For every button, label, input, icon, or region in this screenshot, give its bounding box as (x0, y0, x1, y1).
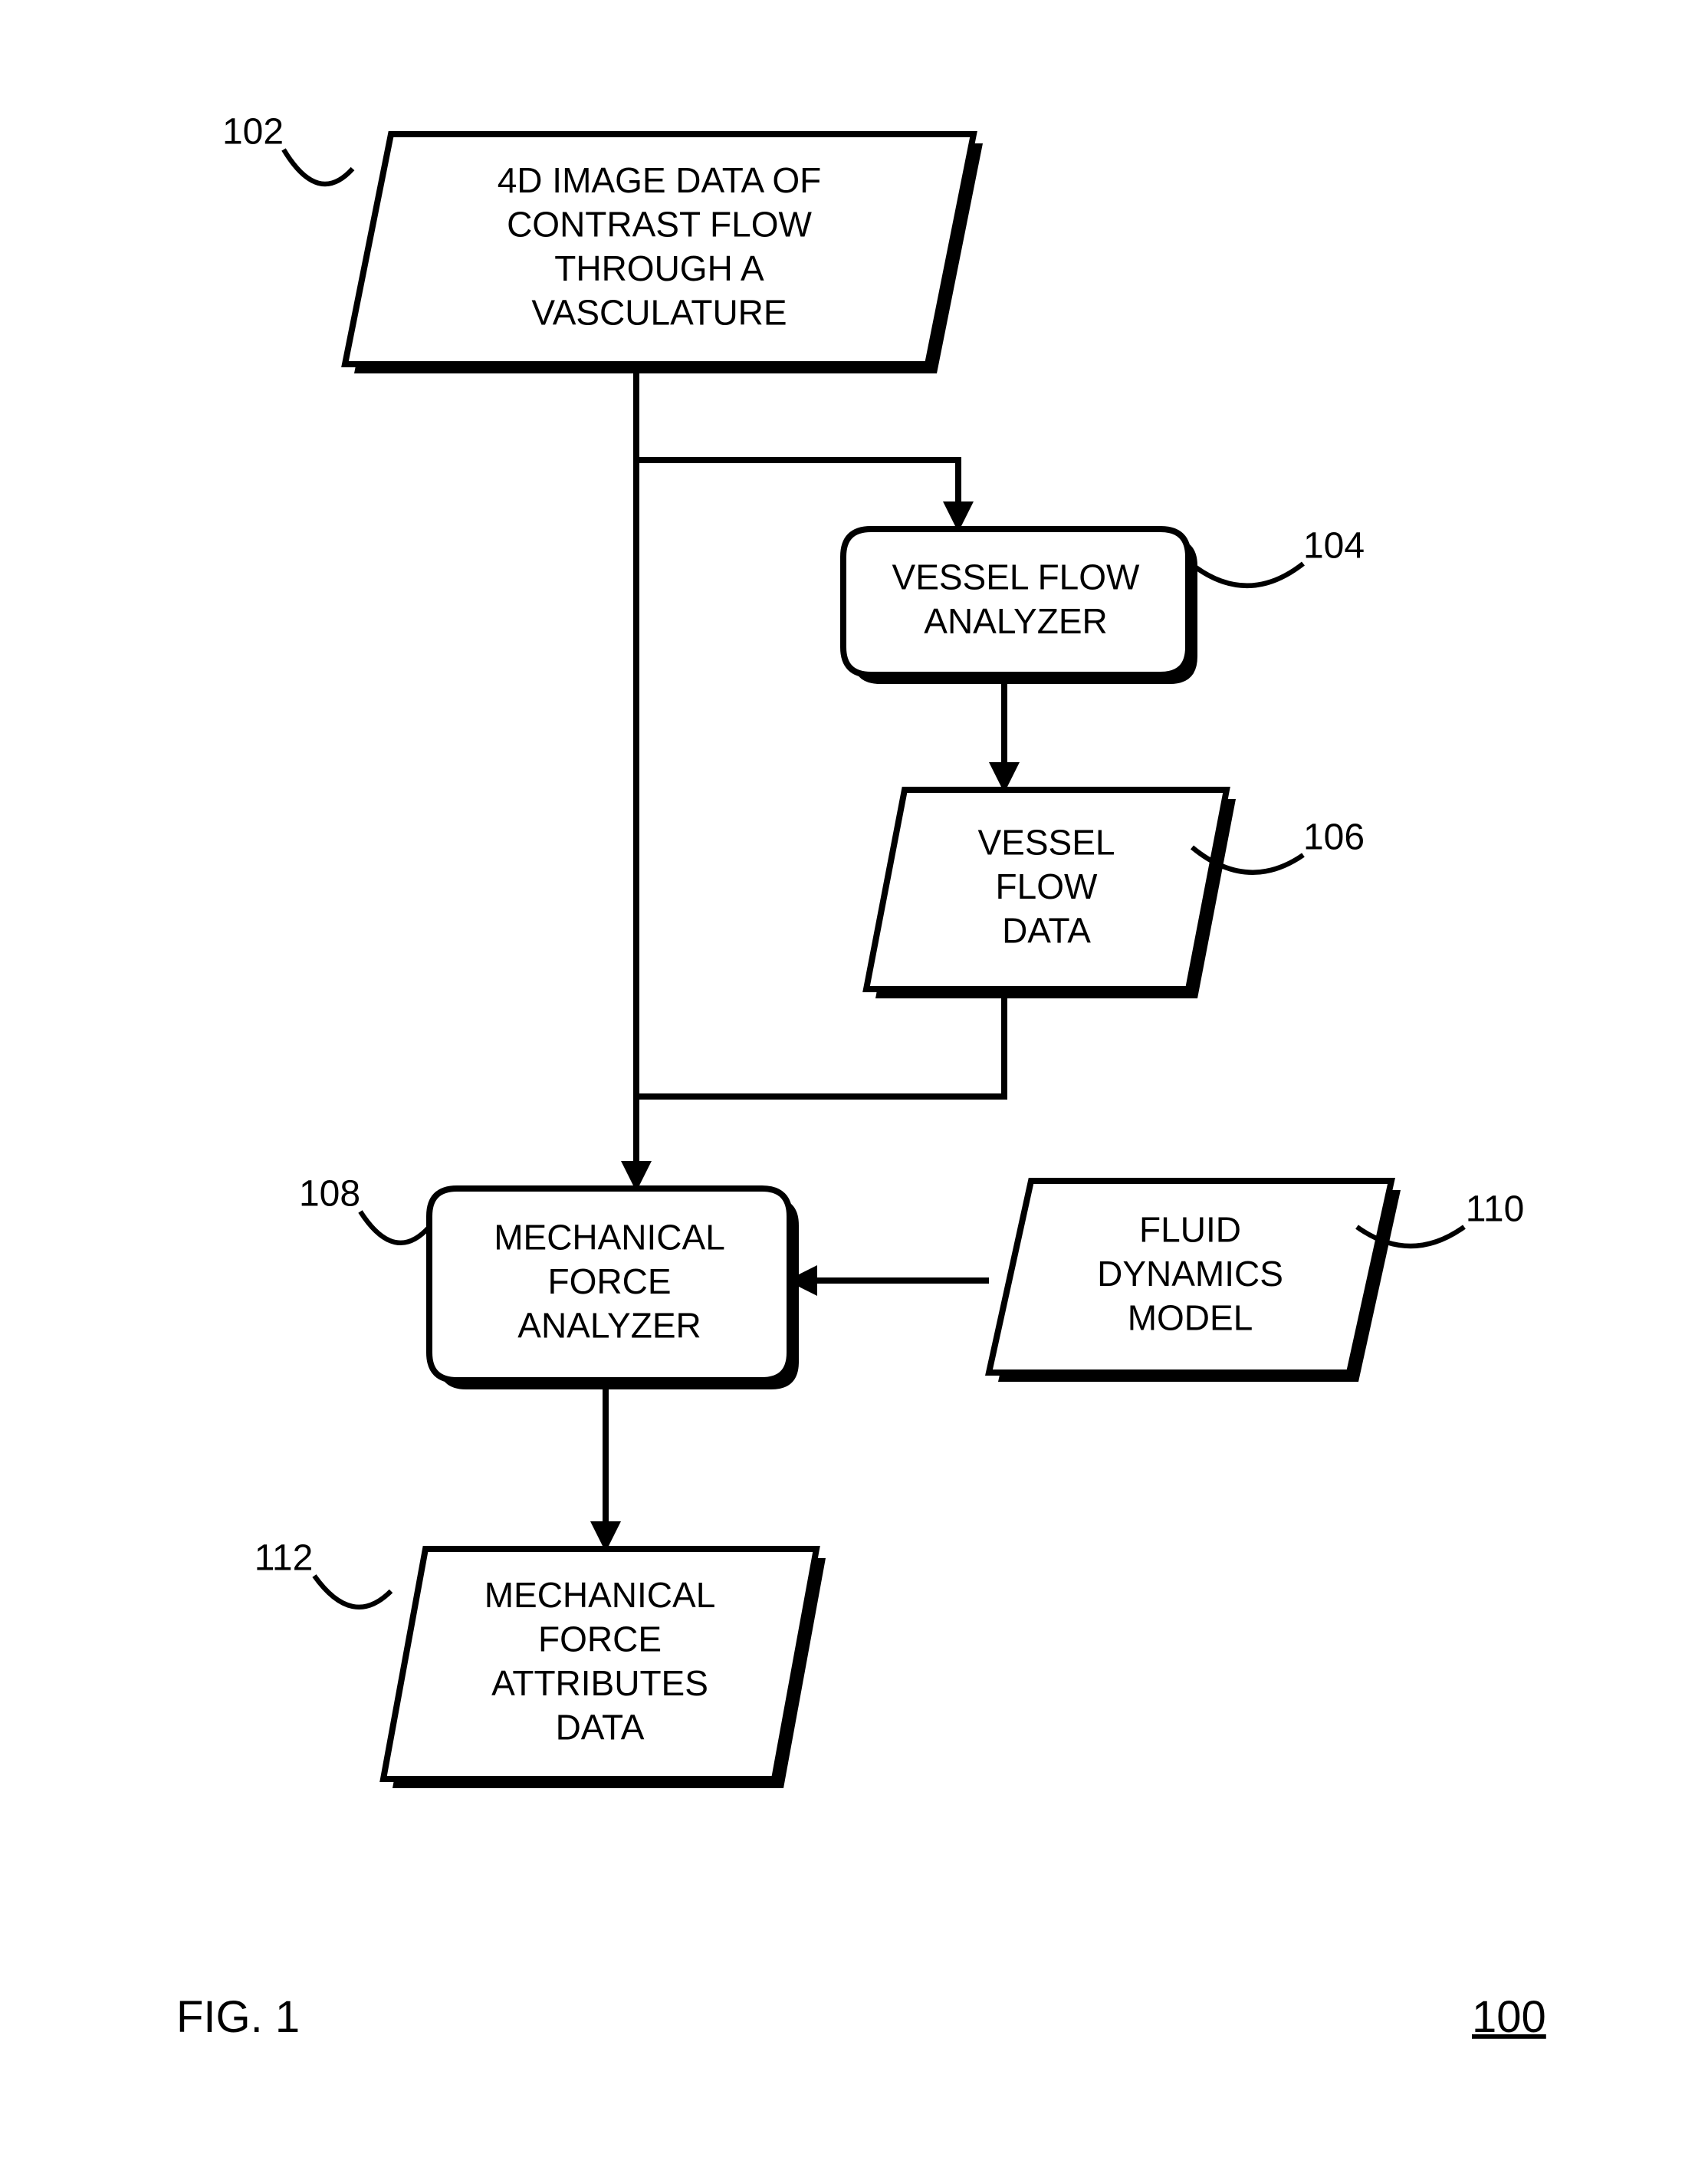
b110-text-line-0: FLUID (1139, 1210, 1241, 1250)
arrow-a3 (636, 989, 1004, 1097)
leader-l112 (314, 1576, 391, 1607)
b106-text-line-2: DATA (1002, 911, 1091, 951)
b104-text-line-0: VESSEL FLOW (892, 557, 1141, 597)
leader-l104 (1196, 564, 1303, 586)
b102-text-line-1: CONTRAST FLOW (507, 204, 812, 244)
label-l106: 106 (1303, 817, 1365, 858)
label-l108: 108 (299, 1174, 360, 1215)
label-l104: 104 (1303, 526, 1365, 567)
b110-text-line-1: DYNAMICS (1097, 1254, 1283, 1294)
b112-text-line-1: FORCE (538, 1619, 662, 1659)
b108-text-line-1: FORCE (548, 1261, 672, 1301)
b106-text-line-0: VESSEL (978, 823, 1115, 863)
label-l102: 102 (222, 112, 284, 153)
figure-number: 100 (1472, 1992, 1546, 2042)
label-l112: 112 (255, 1538, 314, 1579)
b110-text-line-2: MODEL (1128, 1298, 1253, 1338)
leader-l108 (360, 1212, 429, 1243)
leader-l102 (284, 150, 353, 184)
label-l110: 110 (1466, 1189, 1525, 1230)
b104-text-line-1: ANALYZER (924, 601, 1107, 641)
b102-text-line-2: THROUGH A (554, 248, 764, 288)
b112-text-line-3: DATA (556, 1707, 645, 1747)
b108-text-line-2: ANALYZER (517, 1306, 701, 1346)
b102-text-line-0: 4D IMAGE DATA OF (498, 160, 822, 200)
b112-text-line-0: MECHANICAL (484, 1575, 716, 1615)
b106-text-line-1: FLOW (996, 866, 1098, 906)
figure-label: FIG. 1 (176, 1992, 300, 2042)
b102-text-line-3: VASCULATURE (531, 292, 787, 332)
b112-text-line-2: ATTRIBUTES (491, 1663, 708, 1703)
b108-text-line-0: MECHANICAL (494, 1218, 725, 1258)
arrow-a1 (636, 364, 958, 529)
